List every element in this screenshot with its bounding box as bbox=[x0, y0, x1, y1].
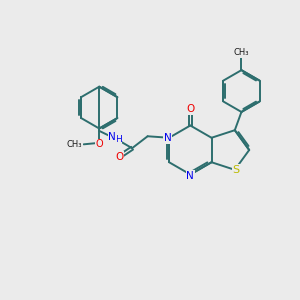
Text: N: N bbox=[109, 132, 116, 142]
Text: CH₃: CH₃ bbox=[67, 140, 82, 149]
Text: O: O bbox=[95, 139, 103, 149]
Text: CH₃: CH₃ bbox=[234, 48, 249, 57]
Text: N: N bbox=[164, 133, 172, 143]
Text: N: N bbox=[186, 171, 194, 181]
Text: O: O bbox=[186, 104, 194, 114]
Text: H: H bbox=[115, 135, 122, 144]
Text: S: S bbox=[233, 165, 240, 175]
Text: O: O bbox=[116, 152, 124, 162]
